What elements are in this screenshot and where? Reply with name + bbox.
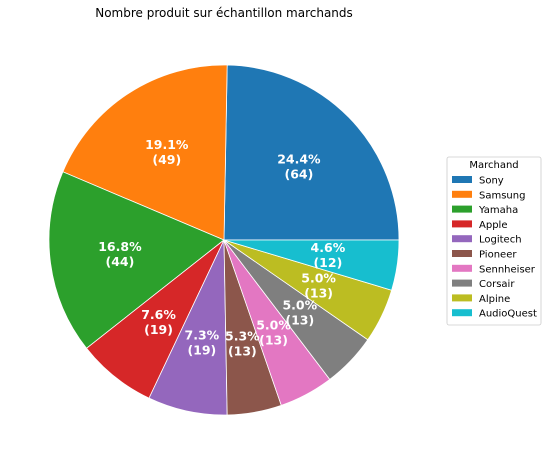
legend-swatch-sony	[452, 176, 472, 183]
pie-slice-yamaha	[48, 171, 225, 349]
legend-label-alpine: Alpine	[479, 294, 510, 305]
legend-swatch-audioquest	[452, 309, 472, 317]
legend: Marchand Sony Samsung Yamaha Apple Logitech P…	[446, 156, 542, 326]
slice-label-corsair: 5.0% (13)	[282, 298, 317, 328]
legend-label-yamaha: Yamaha	[478, 205, 518, 216]
legend-swatch-sennheiser	[452, 264, 472, 272]
slice-label-sennheiser: 5.0% (13)	[256, 318, 291, 348]
legend-title: Marchand	[469, 160, 518, 171]
legend-label-samsung: Samsung	[479, 190, 525, 201]
chart-title: Nombre produit sur échantillon marchands	[95, 6, 353, 20]
pie-slice-sony	[223, 64, 400, 241]
pie-slice-audioquest	[223, 239, 400, 291]
pie-slice-samsung	[62, 64, 228, 241]
pie-labels: 24.4% (64) 19.1% (49) 16.8% (44) 7.6% (19) 7.3%(…	[98, 137, 345, 358]
legend-swatch-apple	[452, 220, 472, 228]
legend-label-audioquest: AudioQuest	[479, 309, 537, 320]
slice-label-logitech: 7.3% (19)	[185, 328, 220, 358]
slice-label-audioquest: 4.6% (12)	[311, 240, 346, 270]
legend-swatch-corsair	[452, 279, 472, 287]
legend-swatch-alpine	[452, 294, 472, 302]
legend-swatch-yamaha	[452, 205, 472, 213]
slice-label-samsung: 19.1% (49)	[145, 137, 189, 167]
slice-label-pioneer: 5.3% (13)	[225, 328, 260, 358]
legend-entries: Sony Samsung Yamaha Apple Logitech Pioneer Sen…	[452, 176, 537, 320]
pie-slices	[48, 64, 400, 416]
legend-label-logitech: Logitech	[479, 235, 522, 246]
legend-label-corsair: Corsair	[479, 279, 515, 290]
legend-label-sennheiser: Sennheiser	[479, 264, 536, 275]
legend-label-apple: Apple	[479, 220, 507, 231]
legend-label-sony: Sony	[479, 176, 504, 187]
legend-swatch-samsung	[452, 190, 472, 198]
legend-label-pioneer: Pioneer	[479, 250, 517, 261]
slice-label-alpine: 5.0% (13)	[301, 271, 336, 301]
slice-label-apple: 7.6% (19)	[141, 307, 176, 337]
legend-swatch-logitech	[452, 235, 472, 243]
slice-label-sony: 24.4% (64)	[277, 151, 321, 181]
slice-label-yamaha: 16.8% (44)	[98, 239, 142, 269]
legend-swatch-pioneer	[452, 250, 472, 257]
